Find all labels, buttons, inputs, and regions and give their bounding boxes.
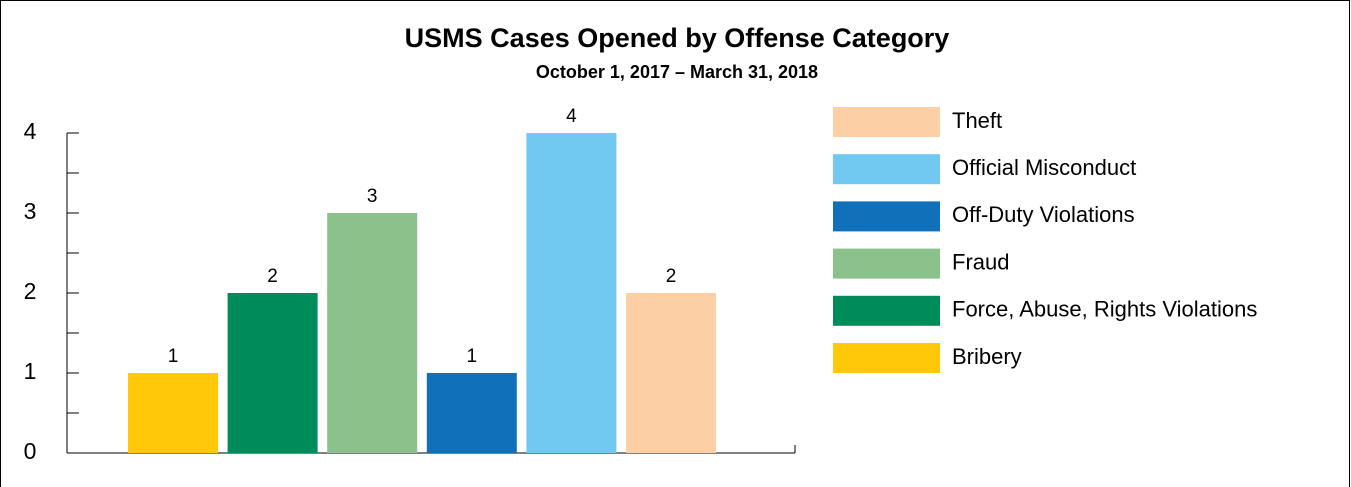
legend-label: Bribery: [952, 344, 1022, 369]
value-label: 1: [467, 346, 478, 367]
chart-title: USMS Cases Opened by Offense Category: [405, 23, 950, 53]
bar: [227, 293, 318, 453]
legend-label: Theft: [952, 108, 1002, 133]
bar: [426, 373, 517, 453]
y-tick-label: 4: [24, 118, 37, 144]
legend-label: Fraud: [952, 249, 1009, 274]
value-label: 3: [367, 186, 378, 207]
legend-label: Off-Duty Violations: [952, 202, 1135, 227]
bar: [327, 213, 418, 453]
value-label: 2: [666, 266, 677, 287]
legend-swatch: [833, 295, 940, 326]
legend-swatch: [833, 107, 940, 137]
legend-swatch: [833, 248, 940, 279]
chart-subtitle: October 1, 2017 – March 31, 2018: [536, 62, 818, 82]
bar: [626, 293, 716, 453]
legend-swatch: [833, 154, 940, 185]
bar: [526, 133, 617, 453]
y-tick-label: 2: [24, 278, 37, 304]
legend-swatch: [833, 343, 940, 373]
value-label: 4: [566, 106, 577, 127]
y-tick-label: 0: [24, 438, 37, 464]
legend-label: Official Misconduct: [952, 155, 1136, 180]
bar: [128, 373, 218, 453]
legend-label: Force, Abuse, Rights Violations: [952, 297, 1257, 322]
y-tick-label: 3: [24, 198, 37, 224]
y-tick-label: 1: [24, 358, 37, 384]
value-label: 2: [267, 266, 278, 287]
value-label: 1: [168, 346, 179, 367]
legend-swatch: [833, 201, 940, 232]
